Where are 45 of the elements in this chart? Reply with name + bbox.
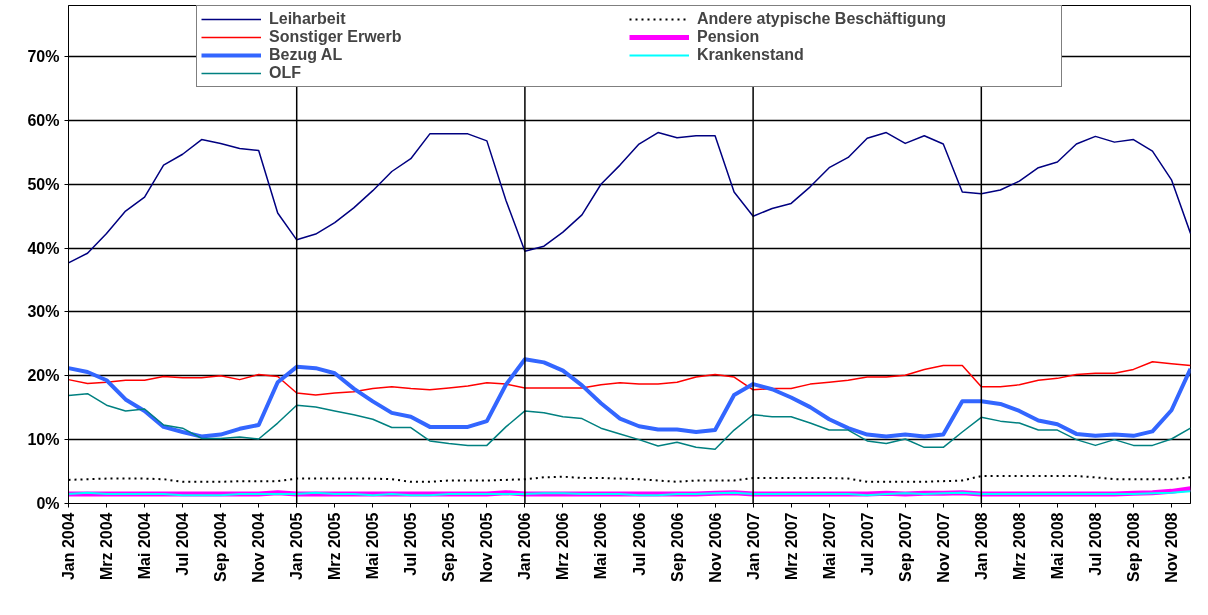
x-tick-label: Sep 2008 (1124, 512, 1142, 582)
x-tick-label: Mrz 2008 (1010, 512, 1028, 581)
y-tick-label: 30% (27, 303, 60, 321)
x-tick-label: Mrz 2005 (326, 512, 344, 581)
legend-label: Leiharbeit (269, 10, 347, 28)
x-tick-label: Jul 2006 (630, 512, 648, 576)
x-tick-label: Mai 2006 (592, 512, 610, 580)
y-tick-label: 50% (27, 175, 60, 193)
x-tick-label: Mrz 2007 (782, 512, 800, 581)
x-tick-label: Jan 2004 (60, 512, 77, 581)
x-tick-label: Jan 2006 (516, 512, 534, 581)
x-tick-label: Sep 2006 (668, 512, 686, 582)
x-tick-label: Nov 2007 (934, 512, 952, 583)
x-tick-label: Mrz 2004 (98, 512, 116, 581)
x-tick-label: Mai 2008 (1048, 512, 1066, 580)
x-tick-label: Mai 2007 (820, 512, 838, 580)
x-tick-label: Jan 2008 (972, 512, 990, 581)
x-tick-label: Mai 2004 (136, 512, 154, 580)
x-tick-label: Sep 2004 (212, 512, 230, 582)
legend-label: Krankenstand (697, 46, 805, 64)
legend-label: Pension (697, 28, 761, 46)
y-tick-label: 70% (27, 48, 60, 66)
x-tick-label: Sep 2007 (896, 512, 914, 582)
legend-label: Sonstiger Erwerb (269, 28, 403, 46)
y-tick-label: 40% (27, 239, 60, 257)
x-tick-label: Nov 2006 (706, 512, 724, 583)
x-tick-label: Nov 2008 (1162, 512, 1180, 583)
x-tick-label: Sep 2005 (440, 512, 458, 582)
legend-label: Andere atypische Beschäftigung (697, 10, 947, 28)
legend-label: OLF (269, 64, 302, 82)
y-tick-label: 60% (27, 111, 60, 129)
x-tick-label: Jul 2005 (402, 512, 420, 576)
x-tick-label: Jul 2007 (858, 512, 876, 576)
y-tick-label: 10% (27, 431, 60, 449)
x-tick-label: Jul 2004 (174, 512, 192, 576)
y-tick-label: 0% (36, 495, 60, 512)
x-tick-label: Mai 2005 (364, 512, 382, 580)
y-tick-label: 20% (27, 367, 60, 385)
x-tick-label: Jul 2008 (1086, 512, 1104, 576)
x-tick-label: Jan 2005 (288, 512, 306, 581)
x-tick-label: Mrz 2006 (554, 512, 572, 581)
legend-label: Bezug AL (269, 46, 344, 64)
x-tick-label: Nov 2004 (250, 512, 268, 583)
x-tick-label: Jan 2007 (744, 512, 762, 581)
x-tick-label: Nov 2005 (478, 512, 496, 583)
